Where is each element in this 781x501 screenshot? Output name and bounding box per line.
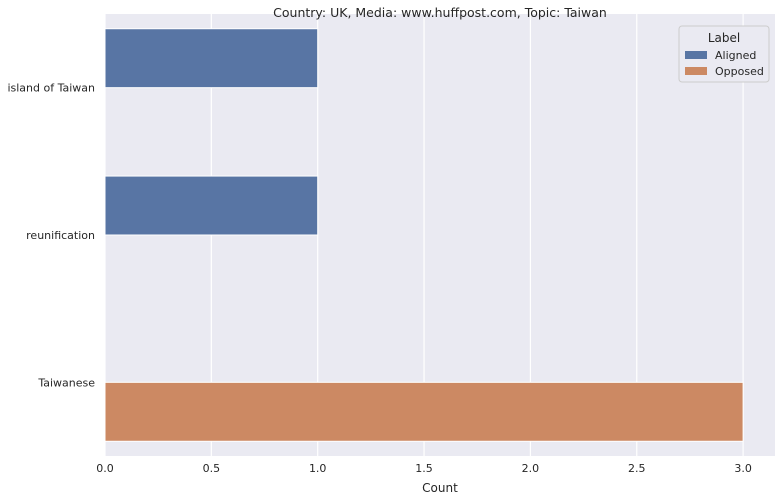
x-tick-label: 2.5: [628, 462, 646, 475]
y-tick-labels: island of Taiwan reunification Taiwanese: [7, 82, 95, 390]
bars: [104, 28, 744, 442]
legend-swatch-aligned: [685, 51, 707, 59]
y-tick-label: Taiwanese: [37, 376, 95, 389]
y-tick-label: reunification: [26, 229, 95, 242]
legend-title: Label: [708, 31, 740, 45]
bar-opposed: [104, 381, 744, 442]
legend-label-aligned: Aligned: [715, 49, 756, 62]
x-axis-label: Count: [422, 481, 458, 495]
x-tick-label: 3.0: [734, 462, 752, 475]
x-tick-labels: 0.0 0.5 1.0 1.5 2.0 2.5 3.0: [96, 462, 752, 475]
legend-swatch-opposed: [685, 67, 707, 75]
x-tick-label: 2.0: [522, 462, 540, 475]
bar-aligned: [104, 175, 319, 236]
x-tick-label: 0.5: [203, 462, 221, 475]
x-tick-label: 0.0: [96, 462, 114, 475]
x-tick-label: 1.0: [309, 462, 327, 475]
x-tick-label: 1.5: [415, 462, 433, 475]
legend-label-opposed: Opposed: [715, 65, 764, 78]
legend: Label Aligned Opposed: [678, 25, 770, 83]
y-tick-label: island of Taiwan: [7, 82, 95, 95]
chart-title: Country: UK, Media: www.huffpost.com, To…: [273, 5, 607, 20]
bar-aligned: [104, 28, 319, 89]
